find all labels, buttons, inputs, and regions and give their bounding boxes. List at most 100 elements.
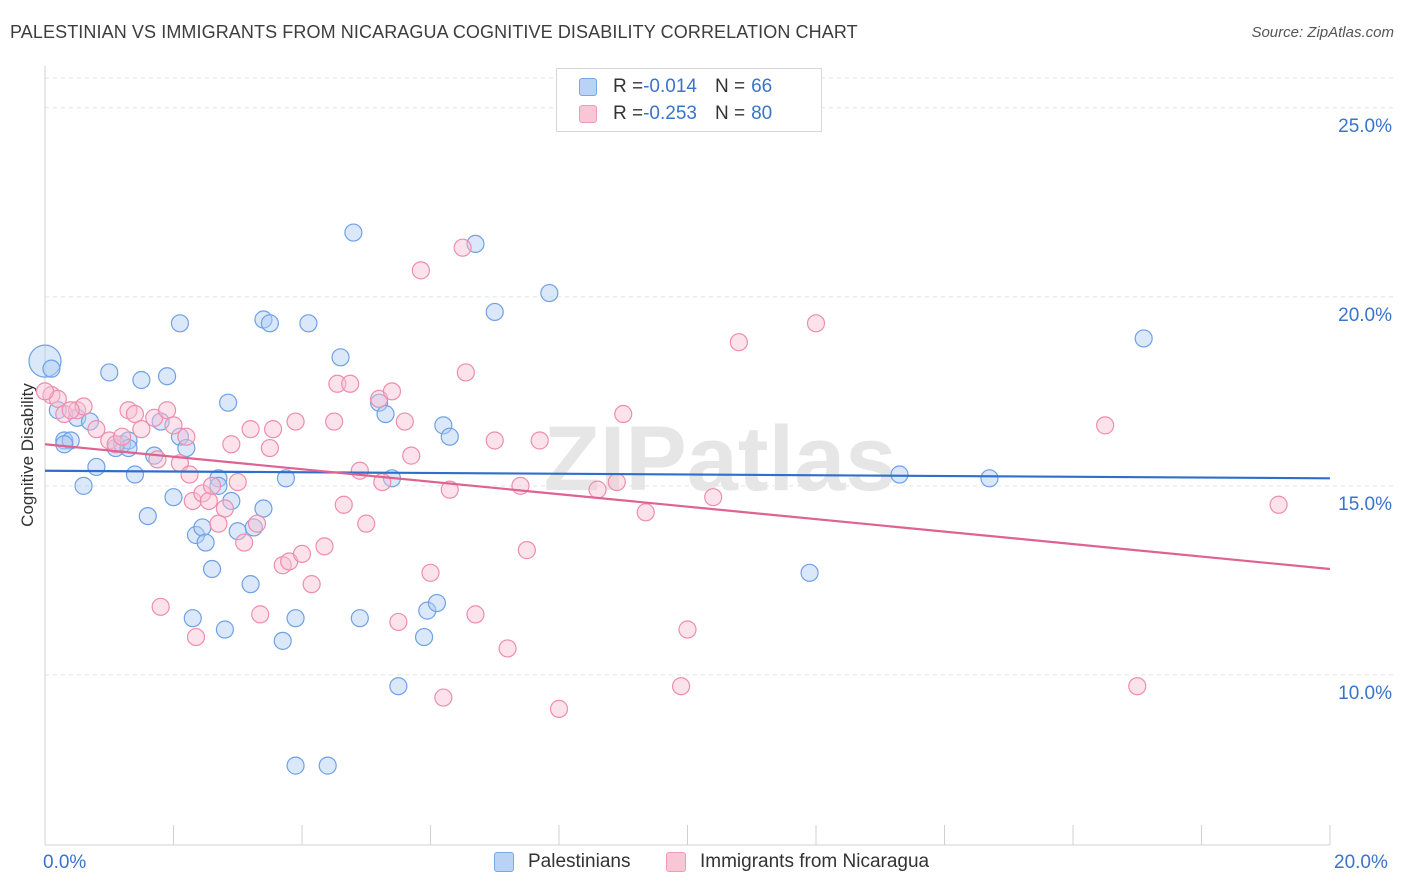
palestinians-point (170, 427, 190, 446)
nicaragua-point (402, 446, 421, 465)
nicaragua-point (235, 533, 254, 552)
palestinians-point (164, 488, 183, 507)
nicaragua-point (434, 688, 453, 707)
nicaragua-point (466, 605, 485, 624)
palestinians-point (138, 506, 157, 526)
legend-n-value-2: 80 (751, 103, 773, 124)
palestinians-point (55, 435, 74, 454)
nicaragua-point (125, 404, 145, 424)
bottom-legend-label-2: Immigrants from Nicaragua (700, 851, 930, 872)
nicaragua-trendline (44, 443, 1331, 571)
palestinians-point (299, 314, 318, 333)
palestinians-point (28, 344, 62, 378)
nicaragua-point (199, 491, 218, 511)
palestinians-point (1134, 329, 1153, 348)
x-tick-label-max: 20.0% (1334, 852, 1388, 873)
palestinians-point (193, 518, 212, 537)
nicaragua-point (260, 438, 279, 458)
nicaragua-point (389, 612, 408, 632)
nicaragua-point (704, 488, 723, 507)
nicaragua-point (498, 639, 517, 658)
palestinians-point (219, 393, 238, 412)
nicaragua-point (421, 563, 440, 582)
nicaragua-point (151, 597, 170, 616)
palestinians-point (209, 476, 228, 495)
palestinians-point (196, 533, 215, 552)
palestinians-point (318, 756, 337, 775)
nicaragua-point (357, 514, 376, 533)
palestinians-point (260, 314, 279, 333)
y-tick-label: 20.0% (1338, 304, 1392, 326)
palestinians-point (344, 223, 363, 242)
palestinians-point (222, 491, 241, 511)
palestinians-point (254, 499, 273, 518)
palestinians-point (80, 412, 100, 431)
y-tick-label: 10.0% (1338, 682, 1392, 704)
palestinians-points (28, 223, 1153, 775)
axes (44, 66, 1331, 846)
legend-r-label-2: R = (613, 103, 644, 124)
bottom-legend-swatch-blue (494, 852, 514, 872)
palestinians-point (87, 457, 106, 477)
nicaragua-point (1096, 416, 1115, 435)
nicaragua-point (247, 514, 267, 533)
palestinians-point (74, 476, 93, 495)
nicaragua-point (334, 495, 353, 514)
nicaragua-point (485, 431, 504, 450)
palestinians-point (427, 593, 447, 613)
palestinians-point (800, 563, 819, 582)
palestinians-point (157, 367, 177, 386)
nicaragua-point (148, 450, 167, 469)
nicaragua-point (549, 699, 569, 719)
legend-row-palestinians: R = -0.014 N = 66 (579, 75, 772, 99)
palestinians-point (42, 359, 61, 378)
palestinians-point (890, 465, 909, 484)
palestinians-point (273, 631, 292, 650)
palestinians-point (186, 525, 206, 545)
y-tick-label: 15.0% (1338, 493, 1392, 515)
nicaragua-point (251, 605, 270, 624)
nicaragua-point (193, 484, 212, 503)
palestinians-point (132, 370, 151, 390)
nicaragua-point (263, 420, 283, 439)
palestinians-point (980, 469, 999, 488)
palestinians-point (350, 609, 369, 628)
nicaragua-point (292, 544, 312, 564)
palestinians-point (418, 601, 437, 620)
palestinians-point (100, 363, 119, 382)
nicaragua-point (456, 363, 475, 382)
nicaragua-point (1128, 677, 1147, 696)
legend-swatch-pink (579, 105, 597, 123)
nicaragua-point (286, 412, 305, 431)
palestinians-point (286, 609, 305, 628)
bottom-legend: Palestinians Immigrants from Nicaragua (0, 851, 1406, 877)
nicaragua-point (177, 427, 196, 446)
nicaragua-point (678, 620, 697, 639)
nicaragua-point (164, 416, 183, 435)
nicaragua-point (453, 238, 472, 257)
bottom-legend-label-1: Palestinians (528, 851, 631, 872)
palestinians-point (241, 575, 260, 594)
bottom-legend-nicaragua: Immigrants from Nicaragua (666, 851, 929, 873)
nicaragua-point (183, 491, 202, 511)
legend-r-value-2: -0.253 (643, 103, 697, 124)
palestinians-point (183, 609, 202, 628)
palestinians-trendline (44, 469, 1331, 480)
palestinians-point (170, 314, 190, 333)
palestinians-point (215, 620, 234, 639)
nicaragua-point (1269, 495, 1288, 514)
palestinians-point (434, 416, 453, 435)
stats-legend: R = -0.014 N = 66 R = -0.253 N = 80 (556, 68, 822, 132)
legend-row-nicaragua: R = -0.253 N = 80 (579, 102, 772, 126)
nicaragua-point (87, 420, 106, 439)
nicaragua-point (328, 374, 347, 393)
chart-title: PALESTINIAN VS IMMIGRANTS FROM NICARAGUA… (10, 22, 858, 42)
nicaragua-point (186, 627, 206, 647)
y-tick-label: 25.0% (1338, 115, 1392, 137)
nicaragua-point (382, 382, 402, 401)
nicaragua-point (209, 514, 228, 533)
legend-n-label-1: N = (714, 76, 746, 97)
nicaragua-point (325, 412, 344, 431)
nicaragua-points (35, 238, 1288, 719)
nicaragua-point (315, 537, 334, 556)
